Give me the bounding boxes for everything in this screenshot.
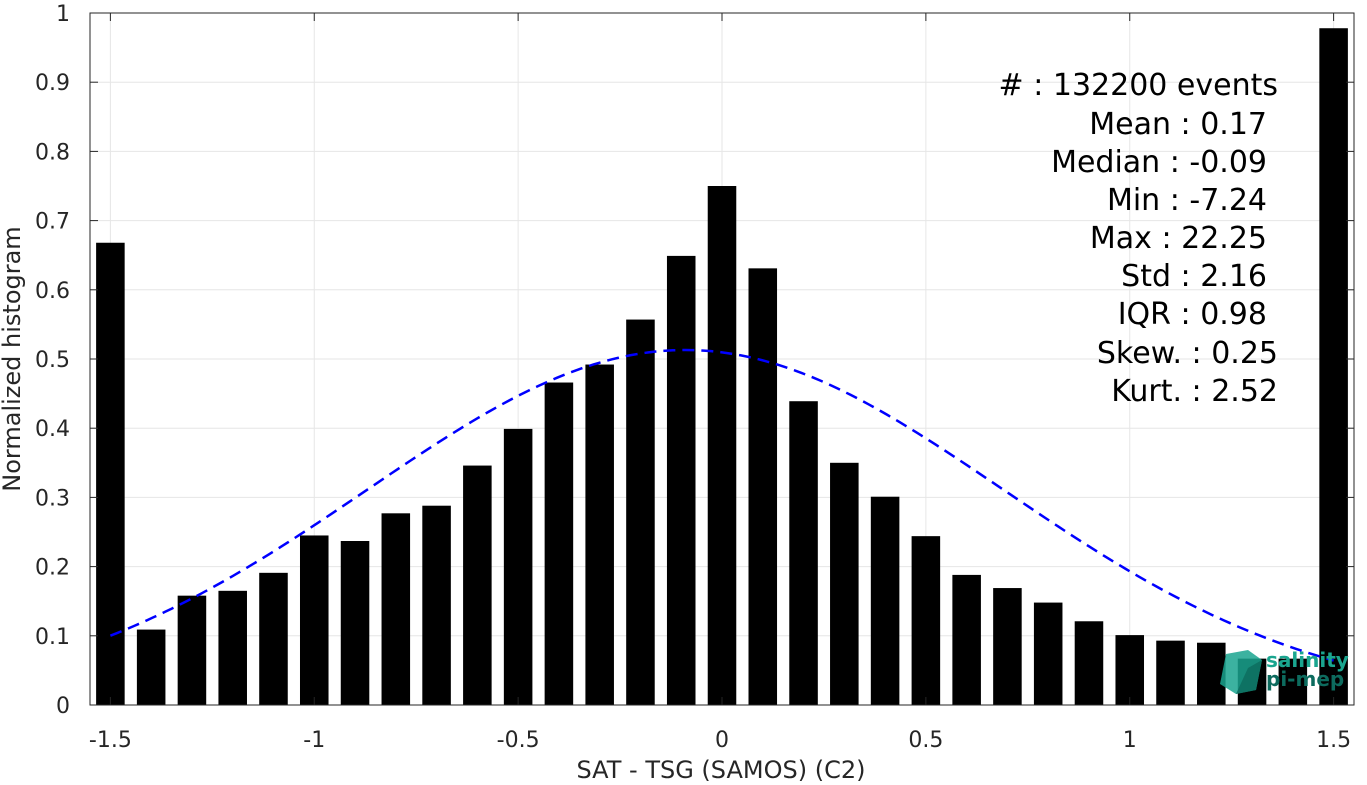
statistics-annotation: # : 132200 events Mean : 0.17 Median : -… <box>999 68 1278 409</box>
histogram-bar <box>218 590 247 705</box>
histogram-bar <box>911 536 941 705</box>
histogram-bar <box>96 242 125 705</box>
y-tick-label: 0.8 <box>35 140 70 165</box>
x-tick-label: -0.5 <box>497 728 540 753</box>
stat-min: Min : -7.24 <box>1107 183 1267 218</box>
histogram-bar <box>585 364 614 705</box>
y-tick-label: 1 <box>56 2 70 27</box>
x-axis-label: SAT - TSG (SAMOS) (C2) <box>577 756 866 784</box>
histogram-bar <box>626 319 655 705</box>
x-tick-label: 0.5 <box>908 728 943 753</box>
histogram-bar <box>1197 642 1226 705</box>
histogram-bar <box>422 505 451 705</box>
salinity-pi-mep-logo: salinity pi-mep <box>1220 648 1349 694</box>
stat-median: Median : -0.09 <box>1051 145 1267 180</box>
y-tick-label: 0.4 <box>35 417 70 442</box>
stat-max: Max : 22.25 <box>1090 221 1267 256</box>
stat-std: Std : 2.16 <box>1121 259 1267 294</box>
histogram-bar <box>177 595 207 705</box>
y-axis-label: Normalized histogram <box>0 226 26 491</box>
histogram-bar <box>748 268 778 705</box>
gaussian-fit-curve <box>109 348 1334 662</box>
histogram-bar <box>830 462 859 705</box>
y-tick-label: 0.5 <box>35 348 70 373</box>
x-tick-label: -1 <box>303 728 325 753</box>
y-axis-ticks: 0 0.1 0.2 0.3 0.4 0.5 0.6 0.7 0.8 0.9 1 <box>35 2 1354 719</box>
y-tick-label: 0.2 <box>35 556 70 581</box>
histogram-bar <box>463 465 492 705</box>
histogram-bar <box>299 535 329 705</box>
histogram-bar <box>789 401 818 705</box>
histogram-bar <box>259 572 288 705</box>
stat-kurt: Kurt. : 2.52 <box>1111 374 1278 409</box>
histogram-bar <box>707 186 737 705</box>
histogram-bar <box>136 629 166 705</box>
histogram-bar <box>503 428 533 705</box>
histogram-bar <box>952 574 981 705</box>
x-tick-label: 0 <box>715 728 729 753</box>
x-tick-label: -1.5 <box>89 728 132 753</box>
histogram-bar <box>381 513 411 705</box>
y-tick-label: 0.6 <box>35 279 70 304</box>
histogram-bar <box>666 255 696 705</box>
histogram-bar <box>1319 28 1348 706</box>
histogram-bar <box>544 382 574 705</box>
histogram-bar <box>1278 658 1308 705</box>
stat-skew: Skew. : 0.25 <box>1097 336 1278 371</box>
logo-text-salinity: salinity <box>1266 648 1349 672</box>
logo-text-pi-mep: pi-mep <box>1266 667 1344 691</box>
x-axis-ticks: -1.5 -1 -0.5 0 0.5 1 1.5 <box>89 13 1351 753</box>
y-tick-label: 0.1 <box>35 625 70 650</box>
histogram-bar <box>1033 602 1063 705</box>
x-tick-label: 1.5 <box>1316 728 1351 753</box>
histogram-bar <box>1115 635 1145 705</box>
stat-iqr: IQR : 0.98 <box>1118 297 1267 332</box>
histogram-bar <box>993 588 1022 705</box>
histogram-bars <box>96 28 1348 706</box>
stat-mean: Mean : 0.17 <box>1089 107 1267 142</box>
histogram-bar <box>1074 621 1104 705</box>
histogram-bar <box>870 496 900 705</box>
histogram-bar <box>1156 640 1185 705</box>
x-tick-label: 1 <box>1123 728 1137 753</box>
y-tick-label: 0 <box>56 694 70 719</box>
logo-cube-shade <box>1236 660 1262 694</box>
y-tick-label: 0.9 <box>35 71 70 96</box>
y-tick-label: 0.3 <box>35 486 70 511</box>
histogram-bar <box>340 540 370 705</box>
y-tick-label: 0.7 <box>35 210 70 235</box>
stat-events: # : 132200 events <box>999 68 1278 103</box>
